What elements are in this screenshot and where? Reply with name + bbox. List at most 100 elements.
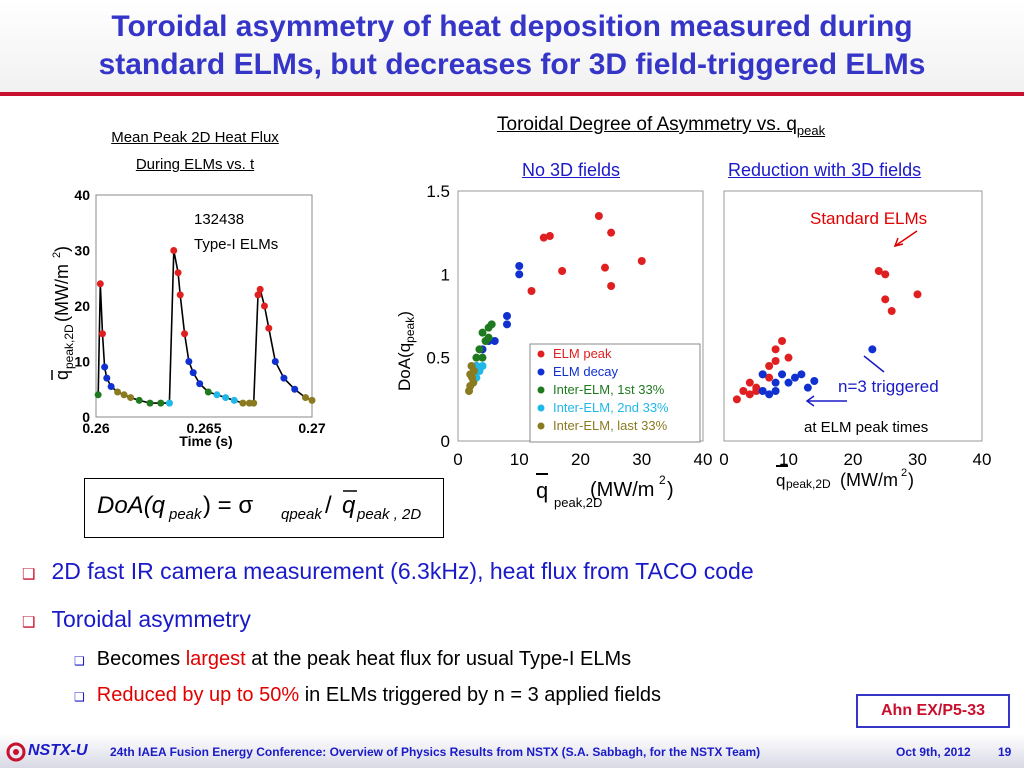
scatter-point (468, 373, 477, 382)
left-data-point (280, 374, 288, 382)
elm-type-label: Type-I ELMs (194, 236, 278, 253)
scatter-point (758, 387, 767, 395)
svg-text:2: 2 (659, 473, 666, 487)
subbullet-1-post: at the peak heat flux for usual Type-I E… (245, 648, 632, 670)
scatter-point (594, 212, 603, 220)
scatter-point (913, 290, 922, 299)
bullet-1-text: 2D fast IR camera measurement (6.3kHz), … (51, 558, 754, 584)
slide-title-line1: Toroidal asymmetry of heat deposition me… (111, 10, 913, 43)
left-data-point (204, 388, 212, 396)
scatter-point (874, 267, 883, 275)
scatter-point (810, 377, 819, 385)
svg-text:2: 2 (51, 252, 63, 258)
svg-text:): ) (908, 470, 914, 490)
svg-text:qpeak: qpeak (281, 506, 323, 523)
scatter-point (601, 263, 609, 272)
scatter-point (752, 387, 761, 395)
col1-heading: No 3D fields (522, 160, 621, 180)
left-data-point (239, 399, 247, 407)
legend-label: ELM peak (553, 346, 612, 361)
legend-label: ELM decay (553, 364, 619, 379)
ytick-label: 1.5 (426, 182, 450, 201)
svg-text:peak: peak (168, 506, 203, 523)
xtick-label: 30 (632, 450, 651, 469)
bullet-2-text: Toroidal asymmetry (51, 606, 251, 632)
left-ytick-label: 30 (74, 243, 90, 259)
scatter-point (771, 357, 780, 365)
scatter-point (465, 387, 474, 395)
svg-text:q: q (776, 471, 785, 490)
left-data-point (94, 391, 102, 399)
left-data-point (213, 391, 221, 399)
left-data-point (308, 396, 316, 404)
left-data-point (189, 369, 197, 377)
scatter-point (484, 333, 493, 342)
scatter-point (881, 270, 890, 279)
title-divider (0, 92, 1024, 96)
xtick-label: 40 (694, 450, 713, 469)
legend-marker (537, 422, 545, 430)
left-ylabel: q peak,2D (MW/m 2 ) (51, 246, 76, 380)
right-xlabel: q peak,2D (MW/m 2 ) (776, 465, 914, 491)
mid-scatter-points (465, 212, 646, 395)
scatter-point (637, 257, 646, 265)
right-axis-ticks: 0 10 20 30 40 (719, 450, 991, 469)
left-ytick-label: 40 (74, 187, 90, 203)
right-heading-sub: peak (796, 122, 826, 138)
left-data-point (176, 291, 184, 299)
scatter-point (771, 387, 780, 395)
doa-formula-box: DoA(q peak ) = σ qpeak / q peak , 2D (84, 478, 444, 538)
svg-text:q: q (52, 370, 72, 380)
svg-text:q: q (536, 478, 548, 503)
mid-ylabel: DoA(qpeak) (395, 311, 417, 391)
xtick-label: 0 (453, 450, 462, 469)
xtick-label: 10 (510, 450, 529, 469)
legend-label: Inter-ELM, last 33% (553, 418, 668, 433)
legend-marker (537, 350, 545, 358)
scatter-point (868, 345, 877, 354)
legend-label: Inter-ELM, 1st 33% (553, 382, 665, 397)
scatter-point (503, 312, 511, 320)
n3-arrow-up (863, 355, 885, 373)
conference-text: 24th IAEA Fusion Energy Conference: Over… (110, 745, 761, 759)
left-data-point (260, 302, 268, 310)
scatter-point (490, 337, 499, 345)
subbullet-1: ❑ Becomes largest at the peak heat flux f… (74, 648, 631, 671)
scatter-point (765, 373, 774, 382)
left-data-point (120, 391, 128, 399)
shot-number: 132438 (194, 211, 244, 228)
left-data-point (170, 247, 178, 254)
scatter-point (515, 270, 524, 279)
xtick-label: 40 (973, 450, 992, 469)
left-chart-heading-1: Mean Peak 2D Heat Flux (111, 129, 279, 146)
left-data-point (291, 385, 299, 393)
left-data-point (103, 374, 111, 382)
left-data-point (146, 399, 154, 407)
subbullet-1-em: largest (185, 648, 246, 670)
scatter-point (478, 353, 487, 362)
title-area: Toroidal asymmetry of heat deposition me… (0, 0, 1024, 92)
standard-elms-arrow (894, 230, 918, 247)
scatter-point (784, 353, 793, 362)
scatter-point (765, 362, 774, 370)
scatter-point (739, 387, 748, 395)
svg-text:(MW/m: (MW/m (590, 479, 654, 501)
scatter-point (607, 282, 616, 290)
left-data-point (302, 394, 310, 402)
scatter-point (778, 337, 787, 345)
xtick-label: 10 (779, 450, 798, 469)
right-heading: Toroidal Degree of Asymmetry vs. qpeak (497, 114, 825, 138)
left-data-point (96, 280, 104, 288)
left-xtick-label: 0.27 (298, 420, 325, 436)
left-data-point (181, 330, 189, 338)
svg-text:peak,2D: peak,2D (554, 495, 602, 510)
scatter-point (478, 328, 487, 337)
left-data-point (174, 269, 182, 277)
scatter-point (467, 362, 476, 370)
xtick-label: 30 (908, 450, 927, 469)
scatter-point (758, 370, 767, 379)
scatter-point (784, 378, 793, 387)
bullet-1: ❑ 2D fast IR camera measurement (6.3kHz),… (22, 558, 754, 585)
bullet-marker: ❑ (22, 614, 36, 631)
scatter-point (558, 267, 567, 275)
